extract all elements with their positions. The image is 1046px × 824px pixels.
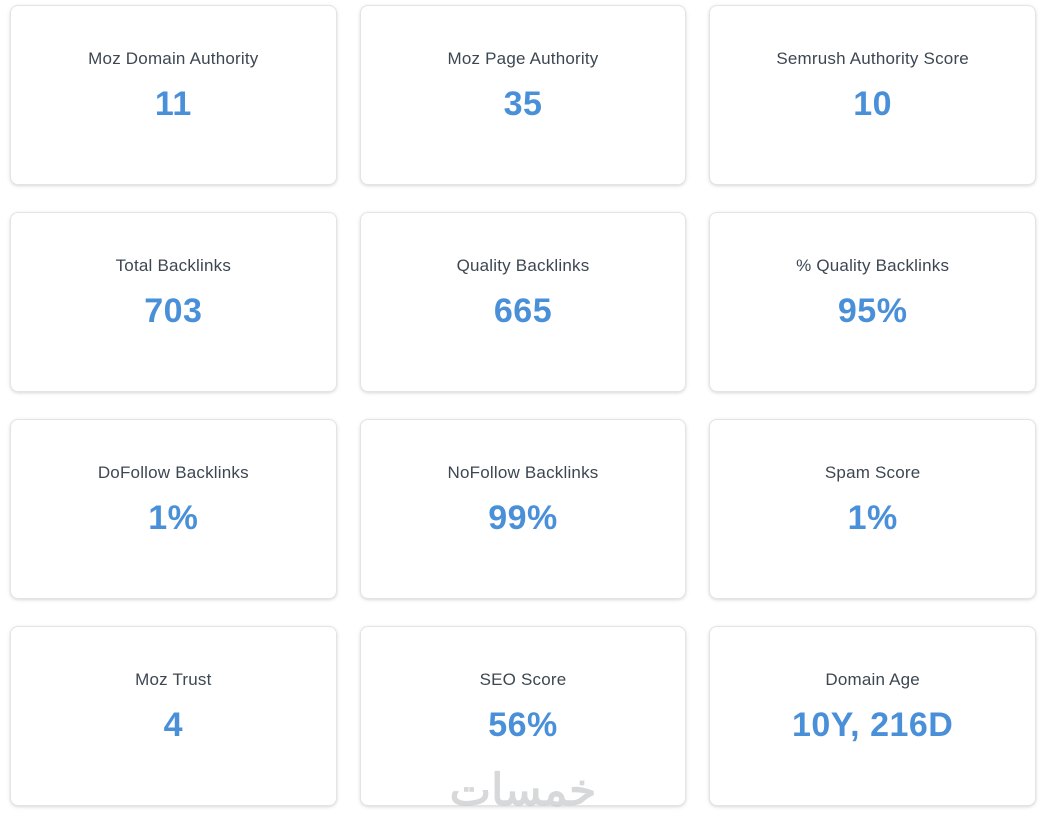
metric-label: Moz Domain Authority <box>88 48 259 68</box>
metric-card: Spam Score 1% <box>709 419 1036 599</box>
metric-card: Quality Backlinks 665 <box>359 212 687 392</box>
metric-label: SEO Score <box>479 669 567 689</box>
metric-value: 95% <box>837 291 908 330</box>
metric-value: 35 <box>503 84 543 123</box>
metric-label: Semrush Authority Score <box>776 48 969 68</box>
metric-value: 99% <box>488 498 558 537</box>
metric-value: 703 <box>144 291 203 330</box>
metric-value: 11 <box>154 84 192 123</box>
metric-label: Quality Backlinks <box>456 255 590 275</box>
metric-label: Moz Trust <box>135 669 212 689</box>
metric-value: 665 <box>493 291 553 330</box>
metric-label: DoFollow Backlinks <box>97 462 249 482</box>
metric-card: Moz Trust 4 <box>10 626 337 806</box>
metric-label: % Quality Backlinks <box>796 255 950 275</box>
metric-label: Moz Page Authority <box>447 48 599 68</box>
metric-value: 10Y, 216D <box>791 705 954 744</box>
metric-value: 4 <box>163 705 184 744</box>
metric-card: Domain Age 10Y, 216D <box>709 626 1036 806</box>
metric-label: Total Backlinks <box>115 255 232 275</box>
metric-card: Semrush Authority Score 10 <box>709 5 1036 185</box>
metric-card: Moz Domain Authority 11 <box>10 5 337 185</box>
metric-label: NoFollow Backlinks <box>447 462 599 482</box>
metric-label: Spam Score <box>824 462 921 482</box>
metric-card: % Quality Backlinks 95% <box>709 212 1036 392</box>
metric-card: Moz Page Authority 35 <box>359 5 687 185</box>
metric-card: NoFollow Backlinks 99% <box>359 419 687 599</box>
metric-card: SEO Score 56% <box>359 626 687 806</box>
metric-value: 56% <box>488 705 558 744</box>
metrics-grid: Moz Domain Authority 11 Moz Page Authority… <box>10 5 1036 806</box>
metric-card: DoFollow Backlinks 1% <box>10 419 337 599</box>
metric-label: Domain Age <box>825 669 920 689</box>
metric-value: 1% <box>148 498 199 537</box>
metric-value: 1% <box>847 498 898 537</box>
metric-card: Total Backlinks 703 <box>10 212 337 392</box>
metric-value: 10 <box>853 84 893 123</box>
